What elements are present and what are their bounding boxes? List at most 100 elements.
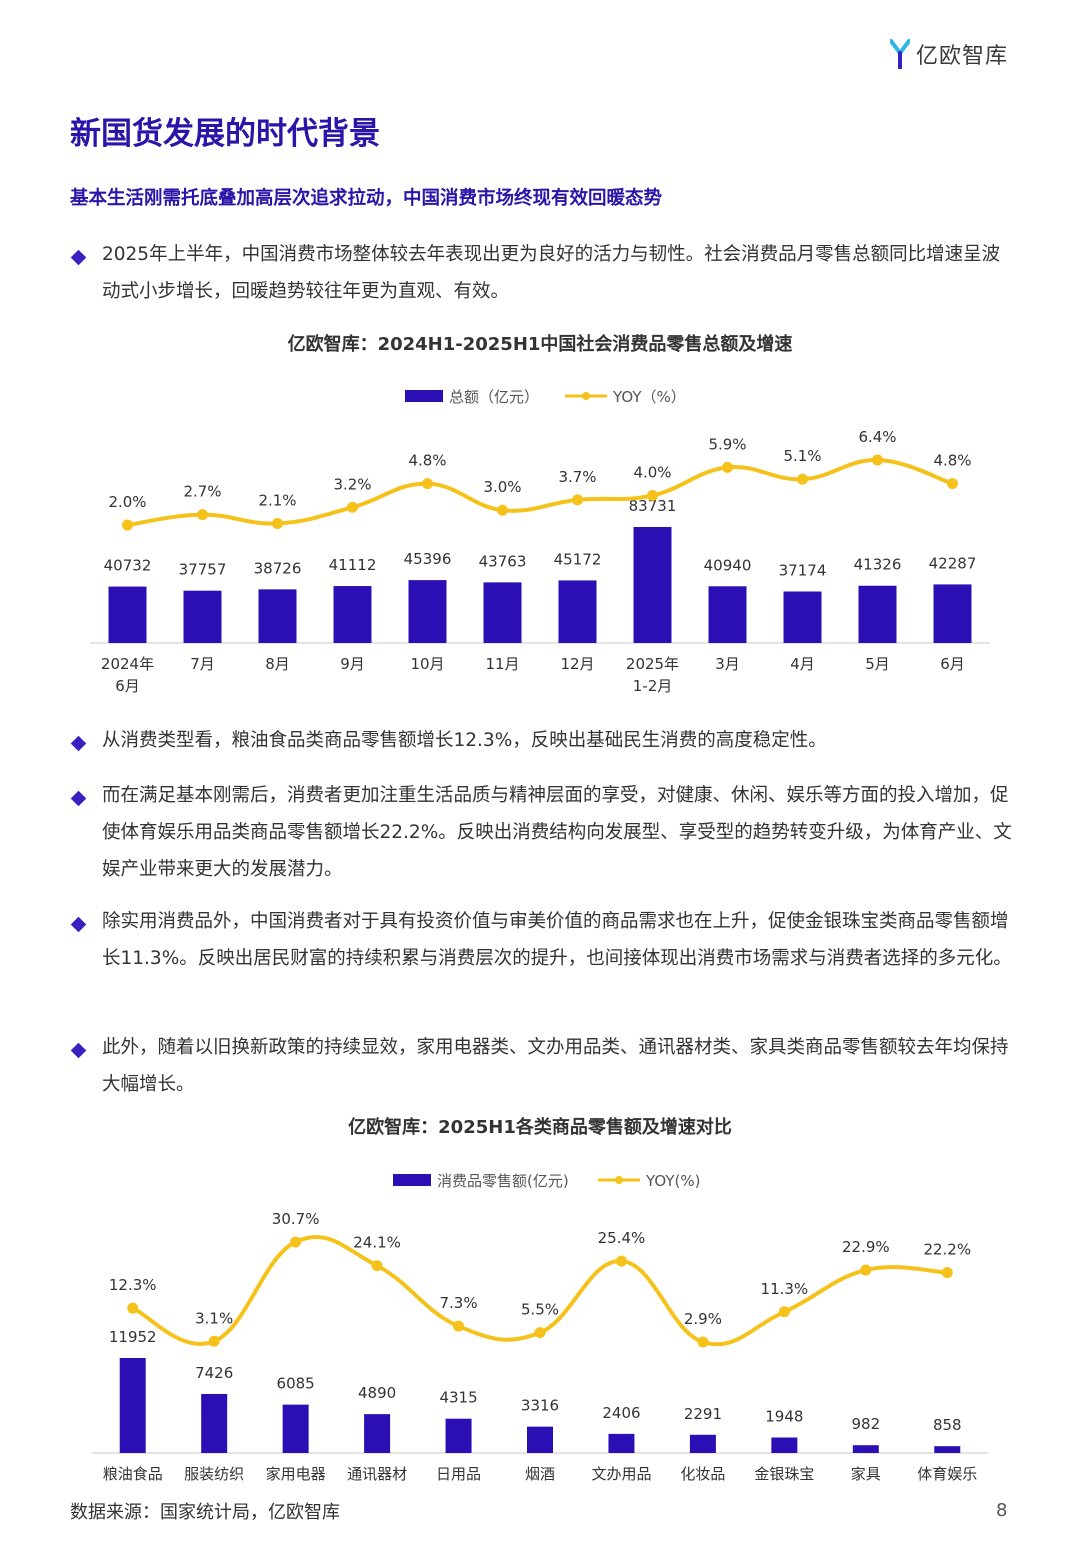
x-tick-label: 通讯器材 — [347, 1465, 407, 1483]
legend-bar-swatch — [393, 1174, 431, 1186]
legend-line-marker — [615, 1176, 623, 1184]
x-tick-label: 10月 — [410, 655, 444, 673]
x-tick-label: 7月 — [190, 655, 215, 673]
x-tick-label: 9月 — [340, 655, 365, 673]
yoy-label: 2.7% — [183, 483, 221, 501]
page-subtitle: 基本生活刚需托底叠加高层次追求拉动，中国消费市场终现有效回暖态势 — [70, 188, 663, 209]
yoy-point — [572, 494, 583, 506]
bar-value-label: 982 — [851, 1415, 880, 1433]
chart2-title: 亿欧智库：2025H1各类商品零售额及增速对比 — [348, 1117, 732, 1138]
chart-retail-total: 总额（亿元） YOY（%） 40732 2024年 6月 37757 7月 38726 8月 41… — [90, 388, 990, 695]
bar — [689, 1434, 716, 1453]
bar — [483, 582, 522, 643]
bar — [108, 586, 147, 643]
yoy-point — [860, 1264, 872, 1276]
x-tick-label: 金银珠宝 — [754, 1465, 814, 1483]
yoy-point — [272, 518, 283, 530]
page-number: 8 — [996, 1500, 1008, 1521]
x-tick-label: 2025年 — [626, 655, 679, 673]
yoy-point — [122, 519, 133, 531]
x-tick-label: 2024年 — [101, 655, 154, 673]
bullet-item: 从消费类型看，粮油食品类商品零售额增长12.3%，反映出基础民生消费的高度稳定性… — [70, 728, 1015, 759]
bar-value-label: 38726 — [254, 559, 302, 577]
bar-value-label: 37757 — [179, 561, 227, 579]
yoy-label: 12.3% — [109, 1276, 157, 1294]
bar — [445, 1418, 472, 1453]
logo-text: 亿欧智库 — [916, 44, 1009, 69]
bar — [282, 1404, 309, 1453]
legend-bar-label: 消费品零售额(亿元) — [437, 1172, 569, 1190]
yoy-point — [647, 489, 658, 501]
brand-logo: 亿欧智库 — [890, 38, 1008, 70]
x-tick-label: 烟酒 — [525, 1465, 555, 1483]
yoy-point — [422, 478, 433, 490]
bar-value-label: 1948 — [765, 1408, 803, 1426]
bar — [771, 1437, 798, 1453]
x-tick-label: 3月 — [715, 655, 740, 673]
yoy-label: 24.1% — [353, 1234, 401, 1252]
yoy-point — [453, 1320, 465, 1332]
diamond-bullet-icon — [70, 790, 87, 807]
bar-value-label: 2291 — [684, 1405, 722, 1423]
page-title: 新国货发展的时代背景 — [70, 116, 380, 152]
x-tick-label: 6月 — [940, 655, 965, 673]
bullet-item: 除实用消费品外，中国消费者对于具有投资价值与审美价值的商品需求也在上升，促使金银… — [70, 909, 1015, 977]
x-tick-label: 家用电器 — [266, 1465, 326, 1483]
x-tick-label: 体育娱乐 — [917, 1465, 977, 1483]
bullet-text: 而在满足基本刚需后，消费者更加注重生活品质与精神层面的享受，对健康、休闲、娱乐等… — [102, 785, 1012, 880]
x-tick-label: 4月 — [790, 655, 815, 673]
bar — [708, 586, 747, 643]
bar — [201, 1393, 228, 1453]
x-tick-label: 6月 — [115, 677, 140, 695]
bullet-text: 从消费类型看，粮油食品类商品零售额增长12.3%，反映出基础民生消费的高度稳定性… — [102, 730, 827, 751]
legend-line-label: YOY（%） — [612, 388, 686, 406]
x-tick-label: 文办用品 — [591, 1465, 651, 1483]
yoy-point — [947, 478, 958, 490]
legend-bar-label: 总额（亿元） — [449, 388, 539, 406]
yoy-label: 5.9% — [708, 435, 746, 453]
yoy-point — [208, 1335, 220, 1347]
bar — [364, 1414, 391, 1453]
bullet-item: 此外，随着以旧换新政策的持续显效，家用电器类、文办用品类、通讯器材类、家具类商品… — [70, 1035, 1015, 1103]
yoy-label: 4.8% — [408, 452, 446, 470]
bar — [934, 1446, 961, 1453]
yoy-label: 25.4% — [598, 1229, 646, 1247]
yoy-label: 2.0% — [108, 493, 146, 511]
bar — [858, 585, 897, 643]
bar-value-label: 4890 — [358, 1384, 396, 1402]
x-tick-label: 5月 — [865, 655, 890, 673]
yoy-point — [722, 461, 733, 473]
yoy-label: 22.9% — [842, 1238, 890, 1256]
bar — [852, 1445, 879, 1453]
bar-value-label: 41326 — [854, 556, 902, 574]
bar — [527, 1426, 553, 1453]
yoy-point — [615, 1255, 627, 1267]
bar-value-label: 858 — [933, 1416, 962, 1434]
yoy-point — [497, 504, 508, 516]
yoy-label: 3.0% — [483, 478, 521, 496]
x-tick-label: 11月 — [485, 655, 519, 673]
yoy-point — [371, 1260, 383, 1272]
bar-value-label: 37174 — [779, 561, 827, 579]
data-source: 数据来源：国家统计局，亿欧智库 — [70, 1502, 340, 1523]
yoy-point — [347, 501, 358, 513]
logo-icon — [890, 39, 910, 69]
bar-value-label: 4315 — [439, 1389, 477, 1407]
yoy-point — [534, 1327, 546, 1339]
yoy-label: 30.7% — [272, 1210, 320, 1228]
yoy-label: 3.1% — [195, 1309, 233, 1327]
yoy-label: 11.3% — [761, 1280, 809, 1298]
x-tick-label: 粮油食品 — [103, 1465, 163, 1483]
legend-line-marker — [582, 392, 590, 400]
yoy-point — [797, 473, 808, 485]
yoy-point — [778, 1306, 790, 1318]
diamond-bullet-icon — [70, 916, 87, 933]
yoy-label: 22.2% — [923, 1241, 971, 1259]
yoy-label: 2.9% — [684, 1310, 722, 1328]
yoy-point — [290, 1236, 302, 1248]
diamond-bullet-icon — [70, 1042, 87, 1059]
x-tick-label: 服装纺织 — [184, 1465, 244, 1483]
x-tick-label: 家具 — [851, 1465, 881, 1483]
x-tick-label: 8月 — [265, 655, 290, 673]
bar-value-label: 83731 — [629, 497, 677, 515]
